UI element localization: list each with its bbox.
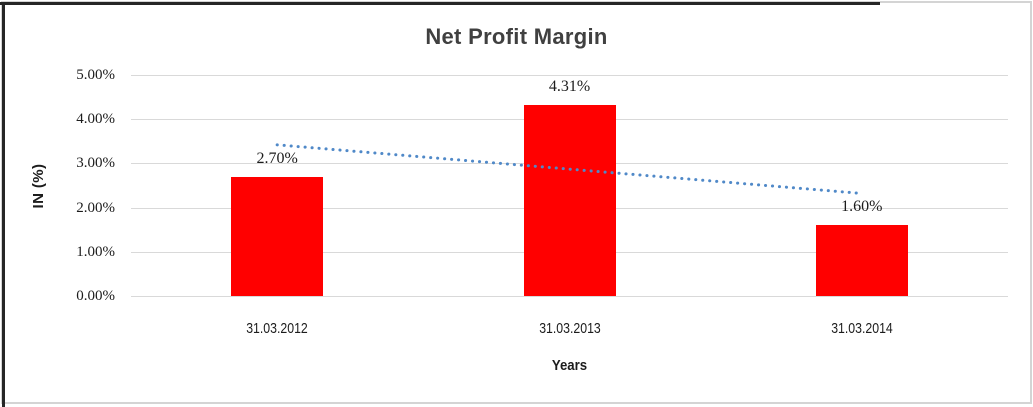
chart-title: Net Profit Margin bbox=[425, 24, 608, 49]
x-tick-label: 31.03.2013 bbox=[538, 320, 601, 337]
y-tick-label: 0.00% bbox=[76, 288, 115, 304]
y-tick-label: 4.00% bbox=[76, 111, 115, 128]
gridline bbox=[131, 296, 1008, 297]
y-tick-label: 3.00% bbox=[76, 155, 115, 172]
bar-31.03.2014 bbox=[815, 225, 908, 296]
cell-border-left bbox=[2, 2, 5, 407]
bar-value-label: 1.60% bbox=[841, 198, 883, 216]
y-tick-label: 2.00% bbox=[76, 199, 115, 216]
y-axis-title: IN (%) bbox=[30, 163, 47, 209]
bar-31.03.2013 bbox=[523, 105, 616, 296]
bar-31.03.2012 bbox=[231, 176, 324, 296]
bar-value-label: 2.70% bbox=[256, 149, 298, 167]
gridline bbox=[131, 75, 1008, 76]
y-tick-label: 5.00% bbox=[76, 67, 115, 83]
bar-value-label: 4.31% bbox=[548, 78, 591, 96]
cell-border-top bbox=[0, 2, 880, 5]
y-tick-label: 1.00% bbox=[76, 243, 115, 260]
x-axis-title: Years bbox=[551, 357, 588, 374]
x-tick-label: 31.03.2012 bbox=[246, 320, 308, 337]
x-tick-label: 31.03.2014 bbox=[831, 320, 893, 337]
